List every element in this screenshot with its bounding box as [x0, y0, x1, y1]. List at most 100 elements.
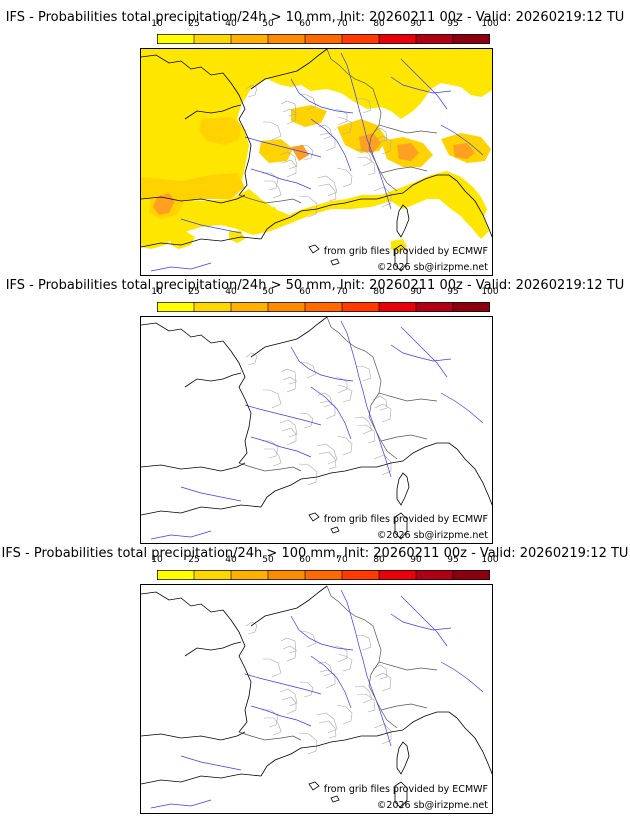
- island-outline: [396, 741, 410, 775]
- colorbar-segment: [341, 570, 380, 580]
- island-outline: [308, 244, 320, 254]
- country-border: [378, 124, 438, 134]
- river-line: [180, 218, 242, 234]
- precip-area-40-50: [453, 143, 475, 159]
- coastline: [402, 174, 458, 194]
- river-line: [250, 705, 312, 727]
- precip-area-10-25: [261, 207, 279, 219]
- river-line: [250, 436, 312, 458]
- precip-area-10-25: [141, 49, 492, 201]
- admin-border: [299, 144, 314, 161]
- colorbar-tick-label: 70: [336, 19, 348, 29]
- colorbar-segment: [267, 302, 306, 312]
- coastline: [456, 180, 492, 238]
- coastline: [260, 460, 404, 508]
- colorbar-segment: [267, 570, 306, 580]
- admin-border: [355, 634, 372, 651]
- admin-border: [354, 685, 373, 704]
- panel-50mm: IFS - Probabilities total precipitation/…: [0, 278, 630, 548]
- colorbar-segment: [193, 570, 232, 580]
- admin-border: [355, 97, 372, 114]
- map-canvas: [141, 317, 492, 540]
- river-line: [310, 655, 352, 709]
- admin-border: [245, 84, 258, 98]
- admin-border: [374, 672, 392, 692]
- country-border: [368, 661, 398, 729]
- credit-source: from grib files provided by ECMWF: [323, 784, 488, 795]
- colorbar-tick-label: 100: [481, 287, 499, 297]
- admin-border: [337, 384, 353, 403]
- country-border: [238, 731, 302, 741]
- panel-100mm: IFS - Probabilities total precipitation/…: [0, 546, 630, 816]
- admin-border: [300, 630, 317, 648]
- colorbar-segment: [304, 34, 343, 44]
- precip-area-10-25: [141, 171, 487, 249]
- country-border: [380, 166, 428, 174]
- coastline: [260, 729, 404, 777]
- coastline: [141, 322, 252, 464]
- country-border: [380, 434, 428, 442]
- country-border: [378, 392, 438, 402]
- admin-border: [372, 664, 388, 680]
- map-frame: from grib files provided by ECMWF ©2026 …: [140, 48, 493, 276]
- coastline: [250, 317, 328, 358]
- coastline: [141, 194, 246, 204]
- colorbar-tick-label: 60: [299, 555, 311, 565]
- colorbar-segment: [193, 34, 232, 44]
- admin-border: [282, 376, 297, 393]
- river-line: [440, 392, 484, 424]
- country-border: [238, 194, 302, 204]
- river-line: [180, 755, 242, 771]
- colorbar-segment: [341, 302, 380, 312]
- island-outline: [308, 512, 320, 522]
- admin-border: [335, 376, 348, 394]
- colorbar-tick-label: 80: [373, 19, 385, 29]
- colorbar-tick-label: 95: [447, 555, 459, 565]
- admin-border: [280, 368, 297, 385]
- colorbar-tick-label: 25: [188, 555, 200, 565]
- panel-title: IFS - Probabilities total precipitation/…: [5, 278, 625, 293]
- colorbar-tick-label: 90: [410, 19, 422, 29]
- colorbar-tick-label: 80: [373, 555, 385, 565]
- admin-border: [317, 661, 333, 677]
- admin-border: [373, 186, 392, 208]
- admin-border: [264, 180, 282, 199]
- admin-border: [281, 696, 297, 715]
- admin-border: [262, 440, 279, 459]
- island-outline: [394, 512, 408, 540]
- credit-copyright: ©2026 sb@irizpme.net: [376, 800, 488, 811]
- colorbar-segment: [415, 302, 454, 312]
- coastline: [141, 462, 246, 472]
- colorbar-outline: [157, 302, 490, 312]
- coastline: [184, 641, 242, 657]
- colorbar-segment: [230, 302, 269, 312]
- colorbar-tick-label: 95: [447, 19, 459, 29]
- coastline: [456, 448, 492, 506]
- admin-border: [316, 712, 338, 734]
- admin-border: [264, 717, 282, 736]
- river-line: [400, 595, 448, 647]
- admin-border: [316, 175, 338, 197]
- admin-border: [298, 463, 318, 486]
- coastline: [141, 773, 262, 785]
- admin-border: [373, 723, 392, 745]
- country-border: [326, 317, 382, 394]
- coastline: [184, 372, 242, 388]
- coastline: [141, 731, 246, 741]
- colorbar-tick-label: 70: [336, 287, 348, 297]
- colorbar-tick-label: 50: [262, 555, 274, 565]
- colorbar-segment: [452, 302, 490, 312]
- admin-border: [319, 400, 336, 420]
- river-line: [366, 406, 392, 478]
- island-outline: [396, 472, 410, 506]
- coastline: [141, 54, 252, 196]
- colorbar: [157, 302, 490, 312]
- river-line: [400, 58, 448, 110]
- colorbar-outline: [157, 34, 490, 44]
- credit-source: from grib files provided by ECMWF: [323, 514, 488, 525]
- coastline: [141, 591, 252, 733]
- colorbar-segment: [304, 570, 343, 580]
- colorbar: [157, 570, 490, 580]
- island-outline: [396, 204, 410, 238]
- river-line: [440, 661, 484, 693]
